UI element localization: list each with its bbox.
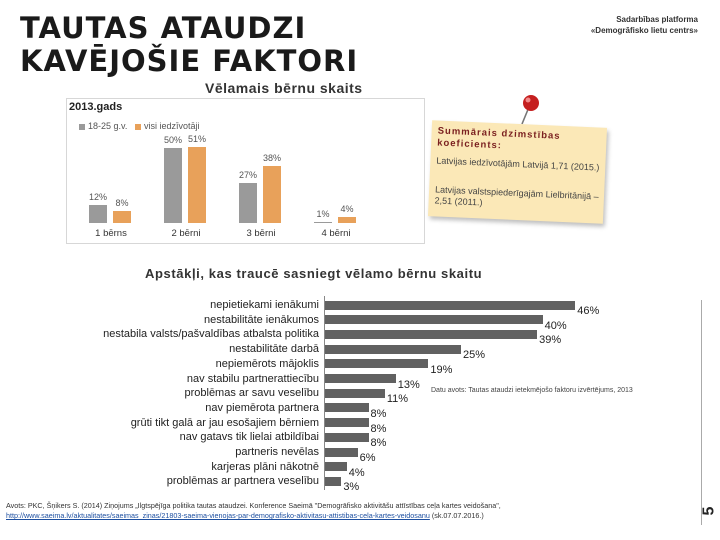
obstacle-bar bbox=[325, 388, 385, 398]
page-title: TAUTAS ATAUDZI KAVĒJOŠIE FAKTORI bbox=[20, 12, 380, 78]
note-line-2: Latvijas valstspiederīgajām Lielbritānij… bbox=[434, 184, 599, 208]
obstacle-label: problēmas ar partnera veselību bbox=[166, 475, 319, 488]
obstacle-value: 3% bbox=[343, 481, 360, 494]
title-line-1: TAUTAS ATAUDZI bbox=[20, 11, 307, 45]
page-number: 5 bbox=[700, 506, 718, 516]
obstacle-bar bbox=[325, 374, 396, 383]
source-text: Avots: PKC, Šņikers S. (2014) Ziņojums „… bbox=[6, 501, 501, 510]
obstacle-value: 25% bbox=[463, 349, 486, 362]
obstacle-label: karjeras plāni nākotnē bbox=[211, 460, 319, 473]
legend-series-1: 18-25 g.v. bbox=[79, 121, 127, 131]
bar-value-label: 1% bbox=[316, 208, 330, 219]
source-link[interactable]: http://www.saeima.lv/aktualitates/saeima… bbox=[6, 511, 430, 520]
note-heading: Summārais dzimstības koeficients: bbox=[436, 125, 561, 152]
obstacle-label: nestabilitāte ienākumos bbox=[204, 313, 319, 326]
category-label: 3 bērni bbox=[246, 228, 276, 239]
obstacle-label: partneris nevēlas bbox=[235, 446, 319, 458]
obstacle-value: 13% bbox=[397, 378, 420, 391]
obstacle-label: nepiemērots mājoklis bbox=[215, 357, 319, 370]
obstacle-label: nestabilitāte darbā bbox=[229, 343, 319, 356]
legend-series-2: visi iedzīvotāji bbox=[135, 121, 200, 131]
bar-1 bbox=[164, 148, 182, 223]
legend-label-1: 18-25 g.v. bbox=[88, 121, 128, 131]
title-line-2: KAVĒJOŠIE FAKTORI bbox=[20, 44, 359, 78]
obstacle-label: nav gatavs tik lielai atbildībai bbox=[179, 431, 319, 444]
bar-2 bbox=[188, 146, 206, 223]
bar-value-label: 8% bbox=[115, 198, 129, 208]
org-line-1: Sadarbības platforma bbox=[616, 15, 698, 24]
bar-value-label: 27% bbox=[238, 169, 257, 180]
obstacle-value: 40% bbox=[544, 319, 567, 332]
obstacle-bar bbox=[325, 476, 342, 486]
obstacle-bar bbox=[325, 344, 461, 354]
obstacle-label: nepietiekami ienākumi bbox=[210, 299, 319, 311]
category-label: 4 bērni bbox=[321, 228, 351, 239]
page-subtitle: Vēlamais bērnu skaits bbox=[205, 80, 363, 96]
obstacle-value: 11% bbox=[386, 393, 409, 406]
obstacle-value: 4% bbox=[348, 466, 365, 479]
bar-2 bbox=[113, 211, 131, 223]
data-source-note: Datu avots: Tautas ataudzi ietekmējošo f… bbox=[431, 387, 633, 394]
obstacle-bar bbox=[325, 300, 576, 310]
obstacle-value: 8% bbox=[370, 422, 387, 435]
chart-title: 2013.gads bbox=[69, 101, 123, 113]
obstacle-value: 39% bbox=[539, 334, 562, 347]
obstacle-bar bbox=[325, 329, 538, 339]
hbar-axis bbox=[324, 296, 325, 490]
sticky-note: Summārais dzimstības koeficients: Latvij… bbox=[427, 120, 608, 224]
bar-2 bbox=[338, 217, 356, 223]
bar-1 bbox=[314, 221, 332, 223]
obstacle-value: 46% bbox=[577, 305, 600, 317]
note-line-1: Latvijas iedzīvotājām Latvijā 1,71 (2015… bbox=[436, 155, 600, 173]
org-line-2: «Demogrāfisko lietu centrs» bbox=[590, 26, 698, 35]
obstacle-label: problēmas ar savu veselību bbox=[184, 387, 319, 400]
obstacle-bar bbox=[325, 403, 369, 413]
bar-1 bbox=[89, 205, 107, 223]
obstacle-value: 19% bbox=[430, 363, 453, 376]
bar-value-label: 4% bbox=[340, 204, 354, 214]
source-date: (sk.07.07.2016.) bbox=[429, 511, 484, 520]
category-label: 2 bērni bbox=[171, 228, 201, 239]
obstacle-value: 6% bbox=[359, 452, 376, 464]
bar-2 bbox=[263, 166, 281, 223]
bar-value-label: 50% bbox=[163, 135, 182, 145]
obstacle-label: grūti tikt galā ar jau esošajiem bērniem bbox=[130, 416, 319, 429]
category-label: 1 bērns bbox=[95, 228, 127, 239]
obstacle-value: 8% bbox=[370, 407, 387, 420]
obstacle-value: 8% bbox=[370, 437, 387, 450]
obstacle-bar bbox=[325, 447, 358, 457]
pushpin-icon bbox=[516, 92, 546, 131]
obstacles-chart-title: Apstākļi, kas traucē sasniegt vēlamo bēr… bbox=[145, 266, 483, 281]
legend-swatch-2 bbox=[135, 123, 141, 130]
bar-value-label: 51% bbox=[187, 133, 206, 144]
obstacle-bar bbox=[325, 315, 543, 325]
org-label: Sadarbības platforma «Demogrāfisko lietu… bbox=[518, 14, 698, 36]
obstacle-bar bbox=[325, 359, 429, 369]
source-citation: Avots: PKC, Šņikers S. (2014) Ziņojums „… bbox=[6, 501, 506, 521]
obstacle-label: nestabila valsts/pašvaldības atbalsta po… bbox=[103, 328, 319, 341]
bar-1 bbox=[239, 182, 257, 223]
obstacle-bar bbox=[325, 432, 369, 442]
obstacle-bar bbox=[325, 418, 369, 428]
side-divider bbox=[701, 300, 702, 525]
obstacle-label: nav piemērota partnera bbox=[205, 401, 319, 414]
legend-label-2: visi iedzīvotāji bbox=[144, 121, 200, 131]
obstacle-label: nav stabilu partnerattiecību bbox=[186, 372, 319, 385]
obstacle-bar bbox=[325, 462, 347, 472]
bar-value-label: 38% bbox=[262, 153, 281, 163]
children-count-chart: 2013.gads 18-25 g.v. visi iedzīvotāji 1 … bbox=[66, 98, 425, 244]
bar-value-label: 12% bbox=[88, 192, 107, 202]
legend-swatch-1 bbox=[79, 123, 85, 130]
